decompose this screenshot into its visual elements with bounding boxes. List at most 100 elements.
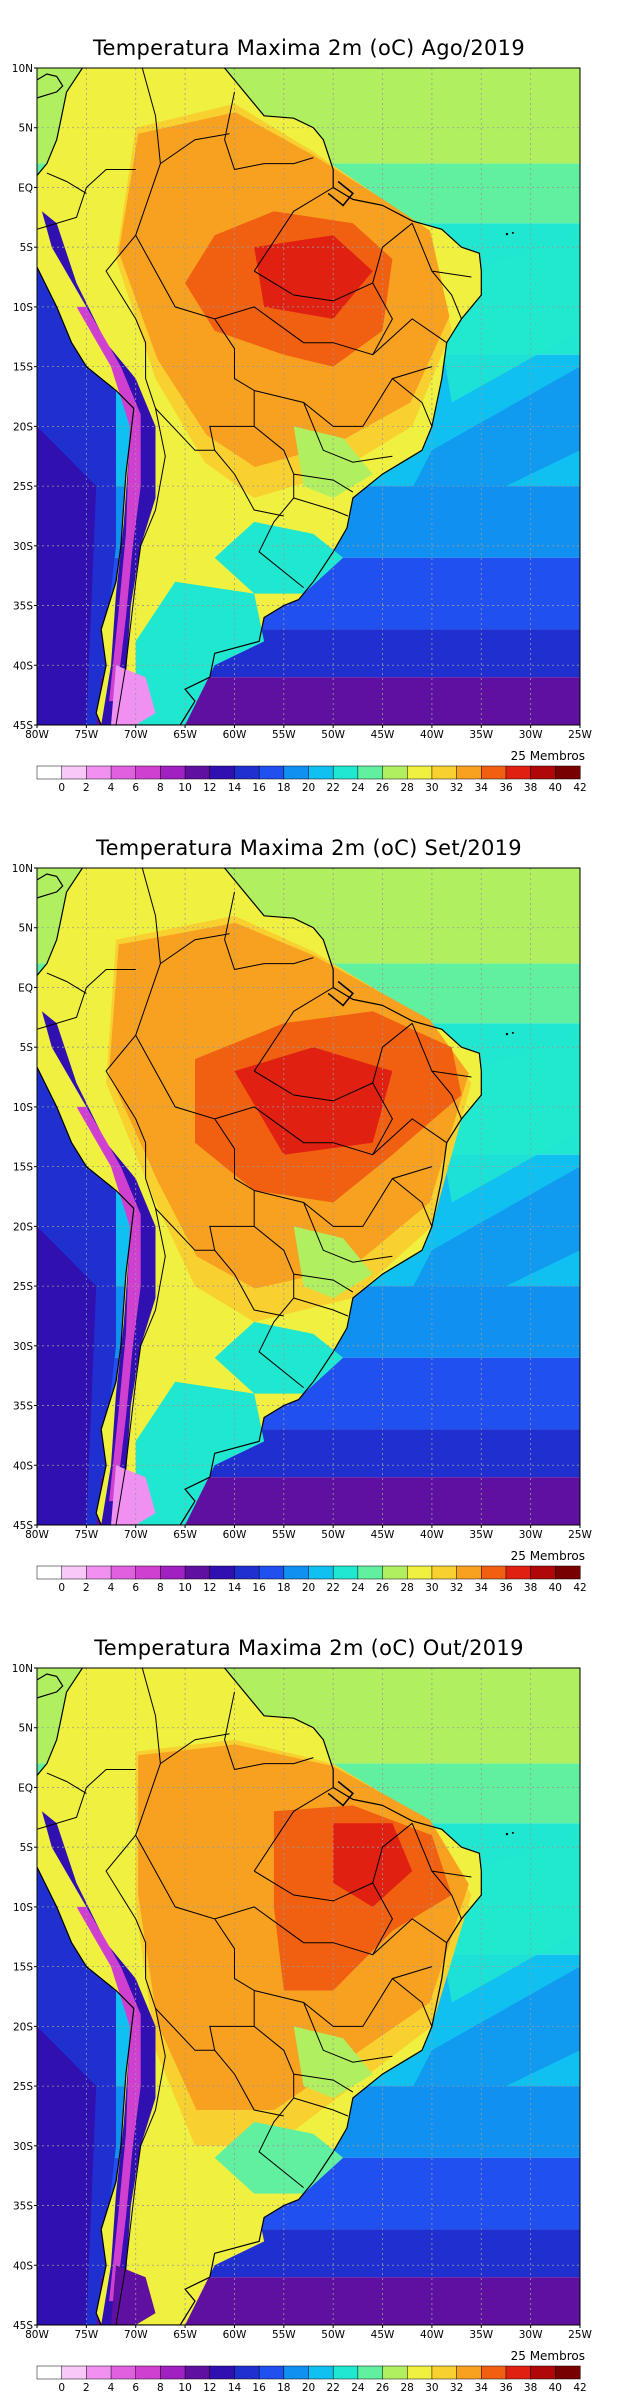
colorbar-swatch <box>160 2365 186 2380</box>
lon-label: 65W <box>173 729 197 741</box>
colorbar-swatch <box>234 2365 260 2380</box>
border-line <box>431 270 472 278</box>
lon-label: 50W <box>321 2329 345 2341</box>
lat-label: 5N <box>18 923 33 935</box>
border-line <box>392 378 433 427</box>
border-line <box>293 1297 349 1317</box>
colorbar-label: 2 <box>83 1582 90 1594</box>
lon-label: 25W <box>568 729 592 741</box>
border-line <box>160 1733 230 1765</box>
colorbar-label: 24 <box>351 2382 365 2394</box>
border-line <box>254 1166 433 1227</box>
colorbar-label: 6 <box>132 1582 139 1594</box>
island-dot <box>505 1032 509 1036</box>
colorbar-swatch <box>332 2365 359 2380</box>
lat-label: 15S <box>13 1162 33 1174</box>
lat-label: 5N <box>18 1723 33 1735</box>
colorbar-label: 32 <box>450 2382 463 2394</box>
andes-cold-zone <box>76 306 141 702</box>
colorbar-label: 24 <box>351 1582 365 1594</box>
colorbar-label: 28 <box>401 782 414 794</box>
lon-label: 60W <box>223 729 247 741</box>
coastline <box>37 68 482 725</box>
border-line <box>105 1668 166 2325</box>
lon-label: 45W <box>371 729 395 741</box>
colorbar-label: 22 <box>327 2382 340 2394</box>
land-temperature-field <box>254 235 373 319</box>
colorbar-swatch <box>431 2365 458 2380</box>
ocean-temperature-band <box>37 2026 97 2325</box>
lon-label: 65W <box>173 1529 197 1541</box>
colorbar-swatch <box>283 765 310 780</box>
lat-label: 5S <box>20 1042 34 1054</box>
colorbar-swatch <box>135 1565 161 1580</box>
land-temperature-field <box>135 581 265 725</box>
coastline <box>37 73 64 99</box>
colorbar-label: 4 <box>108 782 115 794</box>
lon-label: 45W <box>371 2329 395 2341</box>
colorbar-swatch <box>308 765 334 780</box>
lat-label: 35S <box>13 1401 33 1413</box>
colorbar-label: 20 <box>302 1582 315 1594</box>
colorbar-swatch <box>135 765 161 780</box>
border-line <box>431 1070 472 1078</box>
colorbar-swatch <box>555 2365 581 2380</box>
colorbar-swatch <box>283 2365 310 2380</box>
colorbar-swatch <box>110 2365 137 2380</box>
lon-label: 55W <box>272 729 296 741</box>
coastline <box>327 180 354 207</box>
lon-label: 40W <box>420 729 444 741</box>
coastline <box>37 873 64 899</box>
colorbar-label: 4 <box>108 2382 115 2394</box>
colorbar-label: 8 <box>157 1582 164 1594</box>
border-line <box>411 1023 462 1120</box>
lon-label: 55W <box>272 1529 296 1541</box>
coastline <box>37 868 482 1525</box>
border-line <box>293 1273 354 1293</box>
island-dot <box>511 1831 514 1834</box>
colorbar-label: 38 <box>524 2382 537 2394</box>
ocean-temperature-band <box>37 426 97 725</box>
map-panel-ago: Temperatura Maxima 2m (oC) Ago/2019 10N 5… <box>0 0 618 800</box>
colorbar-swatch <box>135 2365 161 2380</box>
lat-label: 35S <box>13 601 33 613</box>
colorbar-label: 0 <box>58 1582 65 1594</box>
border-line <box>37 1769 136 1830</box>
border-line <box>372 1882 393 1955</box>
lat-label: 15S <box>13 362 33 374</box>
land-temperature-field <box>333 1823 413 1907</box>
border-line <box>105 868 166 1525</box>
border-line <box>224 1691 314 1771</box>
map-title: Temperatura Maxima 2m (oC) Out/2019 <box>94 1636 524 1660</box>
colorbar-swatch <box>431 1565 458 1580</box>
border-line <box>105 68 166 725</box>
colorbar-label: 34 <box>475 782 489 794</box>
lon-label: 45W <box>371 1529 395 1541</box>
border-line <box>46 172 87 194</box>
ocean-temperature-band <box>37 1226 97 1525</box>
lat-label: 10N <box>12 1663 33 1675</box>
colorbar-label: 12 <box>203 2382 216 2394</box>
lat-label: 10S <box>13 302 33 314</box>
colorbar-label: 26 <box>376 1582 390 1594</box>
colorbar-label: 2 <box>83 782 90 794</box>
colorbar-label: 4 <box>108 1582 115 1594</box>
map-frame <box>36 1667 581 2326</box>
lon-label: 40W <box>420 1529 444 1541</box>
border-line <box>303 1202 393 1263</box>
lon-label: 75W <box>74 2329 98 2341</box>
colorbar-swatch <box>456 2365 482 2380</box>
lat-label: 25S <box>13 1281 33 1293</box>
ocean-temperature-band <box>382 1166 580 1346</box>
colorbar-swatch <box>209 765 236 780</box>
colorbar-swatch <box>234 1565 260 1580</box>
colorbar-swatch <box>110 765 137 780</box>
colorbar-label: 36 <box>499 2382 513 2394</box>
border-line <box>253 1787 334 1872</box>
lon-label: 40W <box>420 2329 444 2341</box>
lon-label: 55W <box>272 2329 296 2341</box>
land-temperature-field <box>214 1321 344 1394</box>
border-line <box>155 1208 284 1317</box>
border-line <box>303 402 393 463</box>
lat-label: 20S <box>13 2021 33 2033</box>
